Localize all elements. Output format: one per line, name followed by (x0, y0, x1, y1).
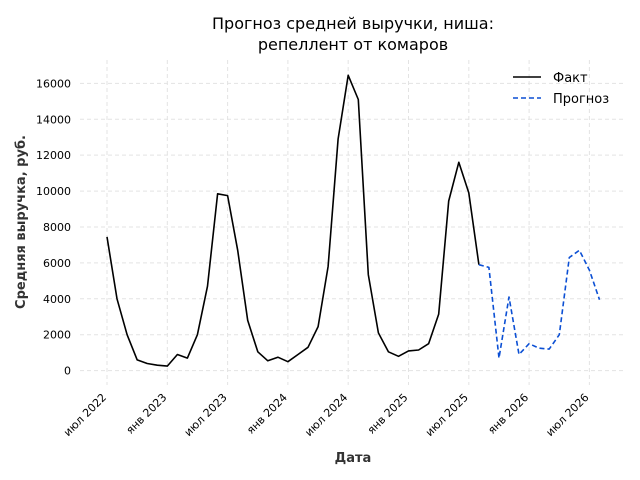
x-tick-label: июл 2023 (182, 391, 230, 439)
y-tick-label: 6000 (43, 257, 71, 270)
y-tick-label: 16000 (36, 77, 71, 90)
y-tick-labels: 0 2000 4000 6000 8000 10000 12000 14000 16000 (36, 77, 71, 377)
x-tick-label: янв 2023 (124, 391, 170, 437)
y-tick-label: 14000 (36, 113, 71, 126)
y-tick-label: 10000 (36, 185, 71, 198)
x-tick-label: июл 2025 (423, 391, 471, 439)
y-axis-label: Средняя выручка, руб. (14, 135, 29, 309)
x-tick-label: янв 2026 (485, 391, 531, 437)
x-tick-labels: июл 2022 янв 2023 июл 2023 янв 2024 июл 2024… (61, 391, 591, 439)
x-axis-label: Дата (335, 451, 372, 466)
y-tick-label: 2000 (43, 329, 71, 342)
x-tick-label: янв 2025 (365, 391, 411, 437)
y-tick-label: 0 (64, 365, 71, 378)
chart-title-line-2: репеллент от комаров (258, 35, 448, 54)
y-tick-label: 12000 (36, 149, 71, 162)
x-tick-label: июл 2026 (543, 391, 591, 439)
series-line-forecast (478, 249, 601, 359)
legend-label-forecast: Прогноз (553, 92, 609, 107)
y-tick-label: 4000 (43, 293, 71, 306)
series-layer (106, 74, 601, 367)
y-tick-label: 8000 (43, 221, 71, 234)
chart-title-line-1: Прогноз средней выручки, ниша: (212, 14, 494, 33)
series-line-fact (106, 74, 480, 367)
x-tick-label: янв 2024 (244, 391, 290, 437)
legend-label-fact: Факт (553, 71, 588, 86)
x-tick-label: июл 2022 (61, 391, 109, 439)
x-tick-label: июл 2024 (302, 391, 350, 439)
grid (80, 60, 625, 385)
legend: Факт Прогноз (513, 71, 609, 107)
